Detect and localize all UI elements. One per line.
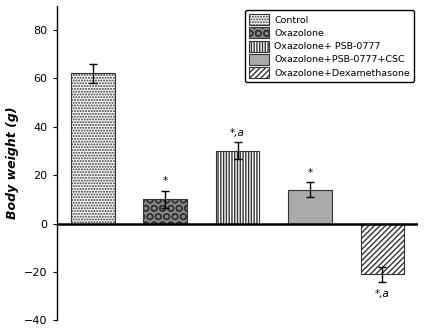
Text: *,a: *,a xyxy=(375,289,390,299)
Text: *: * xyxy=(307,168,312,178)
Text: *,a: *,a xyxy=(230,127,245,137)
Bar xyxy=(71,73,114,223)
Bar xyxy=(360,223,404,275)
Text: *: * xyxy=(162,176,168,186)
Legend: Control, Oxazolone, Oxazolone+ PSB-0777, Oxazolone+PSB-0777+CSC, Oxazolone+Dexam: Control, Oxazolone, Oxazolone+ PSB-0777,… xyxy=(245,10,414,82)
Bar xyxy=(216,151,259,223)
Y-axis label: Body weight (g): Body weight (g) xyxy=(6,107,19,219)
Bar xyxy=(143,199,187,223)
Bar xyxy=(288,190,332,223)
